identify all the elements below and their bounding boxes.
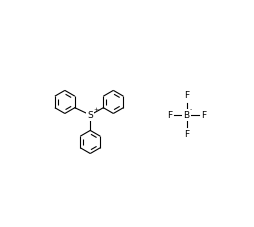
Text: F: F bbox=[183, 91, 188, 100]
Text: -: - bbox=[189, 107, 192, 112]
Text: F: F bbox=[183, 130, 188, 139]
Text: +: + bbox=[93, 107, 99, 112]
Text: F: F bbox=[166, 111, 171, 120]
Text: S: S bbox=[87, 111, 93, 120]
Text: F: F bbox=[200, 111, 205, 120]
Text: B: B bbox=[183, 111, 189, 120]
